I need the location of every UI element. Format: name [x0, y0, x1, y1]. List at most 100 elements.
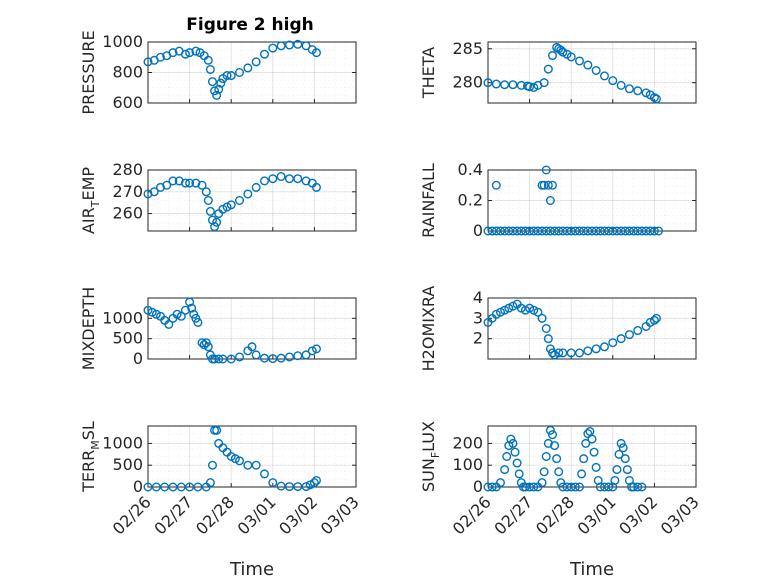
- data-point: [185, 297, 195, 307]
- data-point: [608, 76, 618, 86]
- data-point: [537, 226, 547, 236]
- data-point: [222, 71, 232, 81]
- data-point: [226, 200, 236, 210]
- data-point: [191, 178, 201, 188]
- data-point: [203, 55, 213, 65]
- data-point: [276, 172, 286, 182]
- data-point: [491, 226, 501, 236]
- data-point: [506, 434, 516, 444]
- data-point: [201, 187, 211, 197]
- data-point: [641, 88, 651, 98]
- data-point: [508, 301, 518, 311]
- data-point: [235, 456, 245, 466]
- data-point: [235, 195, 245, 205]
- y-tick-label: 1000: [102, 32, 143, 51]
- data-point: [604, 482, 614, 492]
- data-point: [529, 305, 539, 315]
- data-point: [529, 82, 539, 92]
- data-point: [614, 449, 624, 459]
- y-tick-label: 270: [112, 182, 143, 201]
- data-point: [539, 467, 549, 477]
- data-point: [637, 226, 647, 236]
- data-point: [495, 478, 505, 488]
- x-tick-label: 02/28: [192, 492, 238, 538]
- data-point: [243, 63, 253, 73]
- data-point: [284, 40, 294, 50]
- data-point: [608, 338, 618, 348]
- data-point: [212, 90, 222, 100]
- data-point: [218, 354, 228, 364]
- data-point: [595, 226, 605, 236]
- subplot-rainfall: 0 0.2 0.4 RAINFALL: [419, 160, 697, 240]
- data-point: [525, 303, 535, 313]
- data-point: [512, 226, 522, 236]
- data-point: [583, 226, 593, 236]
- data-point: [491, 309, 501, 319]
- data-point: [633, 482, 643, 492]
- axes-frame: [487, 425, 697, 488]
- data-point: [612, 226, 622, 236]
- y-tick-label: 100: [452, 455, 483, 474]
- y-axis-label: SUNFLUX: [419, 421, 442, 492]
- data-point: [539, 78, 549, 88]
- data-point: [599, 342, 609, 352]
- x-tick-label: 02/26: [449, 492, 495, 538]
- data-point: [307, 346, 317, 356]
- data-point: [558, 482, 568, 492]
- data-point: [651, 94, 661, 104]
- data-point: [491, 79, 501, 89]
- data-point: [487, 482, 497, 492]
- data-point: [500, 305, 510, 315]
- data-point: [541, 165, 551, 175]
- data-point: [251, 460, 261, 470]
- data-point: [247, 342, 257, 352]
- x-tick-label: 03/03: [657, 492, 703, 538]
- data-point: [539, 180, 549, 190]
- data-point: [259, 49, 269, 59]
- data-point: [504, 303, 514, 313]
- data-point: [541, 226, 551, 236]
- data-point: [311, 48, 321, 58]
- subplot-sun_flux: 0 100 200 SUNFLUX 02/2602/2702/2803/0103/020…: [419, 421, 703, 580]
- data-point: [191, 46, 201, 56]
- data-point: [185, 482, 195, 492]
- data-point: [276, 481, 286, 491]
- data-point: [483, 482, 493, 492]
- data-point: [558, 226, 568, 236]
- data-point: [276, 353, 286, 363]
- data-point: [543, 334, 553, 344]
- data-point: [599, 226, 609, 236]
- data-point: [554, 467, 564, 477]
- data-point: [193, 317, 203, 327]
- data-point: [514, 469, 524, 479]
- axes-frame: [487, 297, 697, 360]
- data-point: [176, 311, 186, 321]
- data-point: [599, 482, 609, 492]
- data-point: [575, 348, 585, 358]
- y-tick-label: 280: [452, 73, 483, 92]
- data-point: [259, 353, 269, 363]
- data-point: [176, 482, 186, 492]
- data-point: [616, 438, 626, 448]
- subplot-air_temp: 260 270 280 AIRTEMP: [79, 160, 357, 234]
- data-point: [143, 482, 153, 492]
- data-point: [616, 226, 626, 236]
- data-point: [214, 354, 224, 364]
- data-point: [205, 478, 215, 488]
- data-point: [575, 226, 585, 236]
- data-point: [624, 330, 634, 340]
- data-point: [545, 425, 555, 435]
- data-point: [185, 178, 195, 188]
- y-tick-label: 280: [112, 160, 143, 179]
- data-point: [516, 226, 526, 236]
- data-point: [537, 478, 547, 488]
- data-point: [174, 176, 184, 186]
- data-point: [197, 180, 207, 190]
- x-tick-label: 03/03: [317, 492, 363, 538]
- data-point: [589, 447, 599, 457]
- data-point: [543, 180, 553, 190]
- data-point: [547, 180, 557, 190]
- data-point: [556, 45, 566, 55]
